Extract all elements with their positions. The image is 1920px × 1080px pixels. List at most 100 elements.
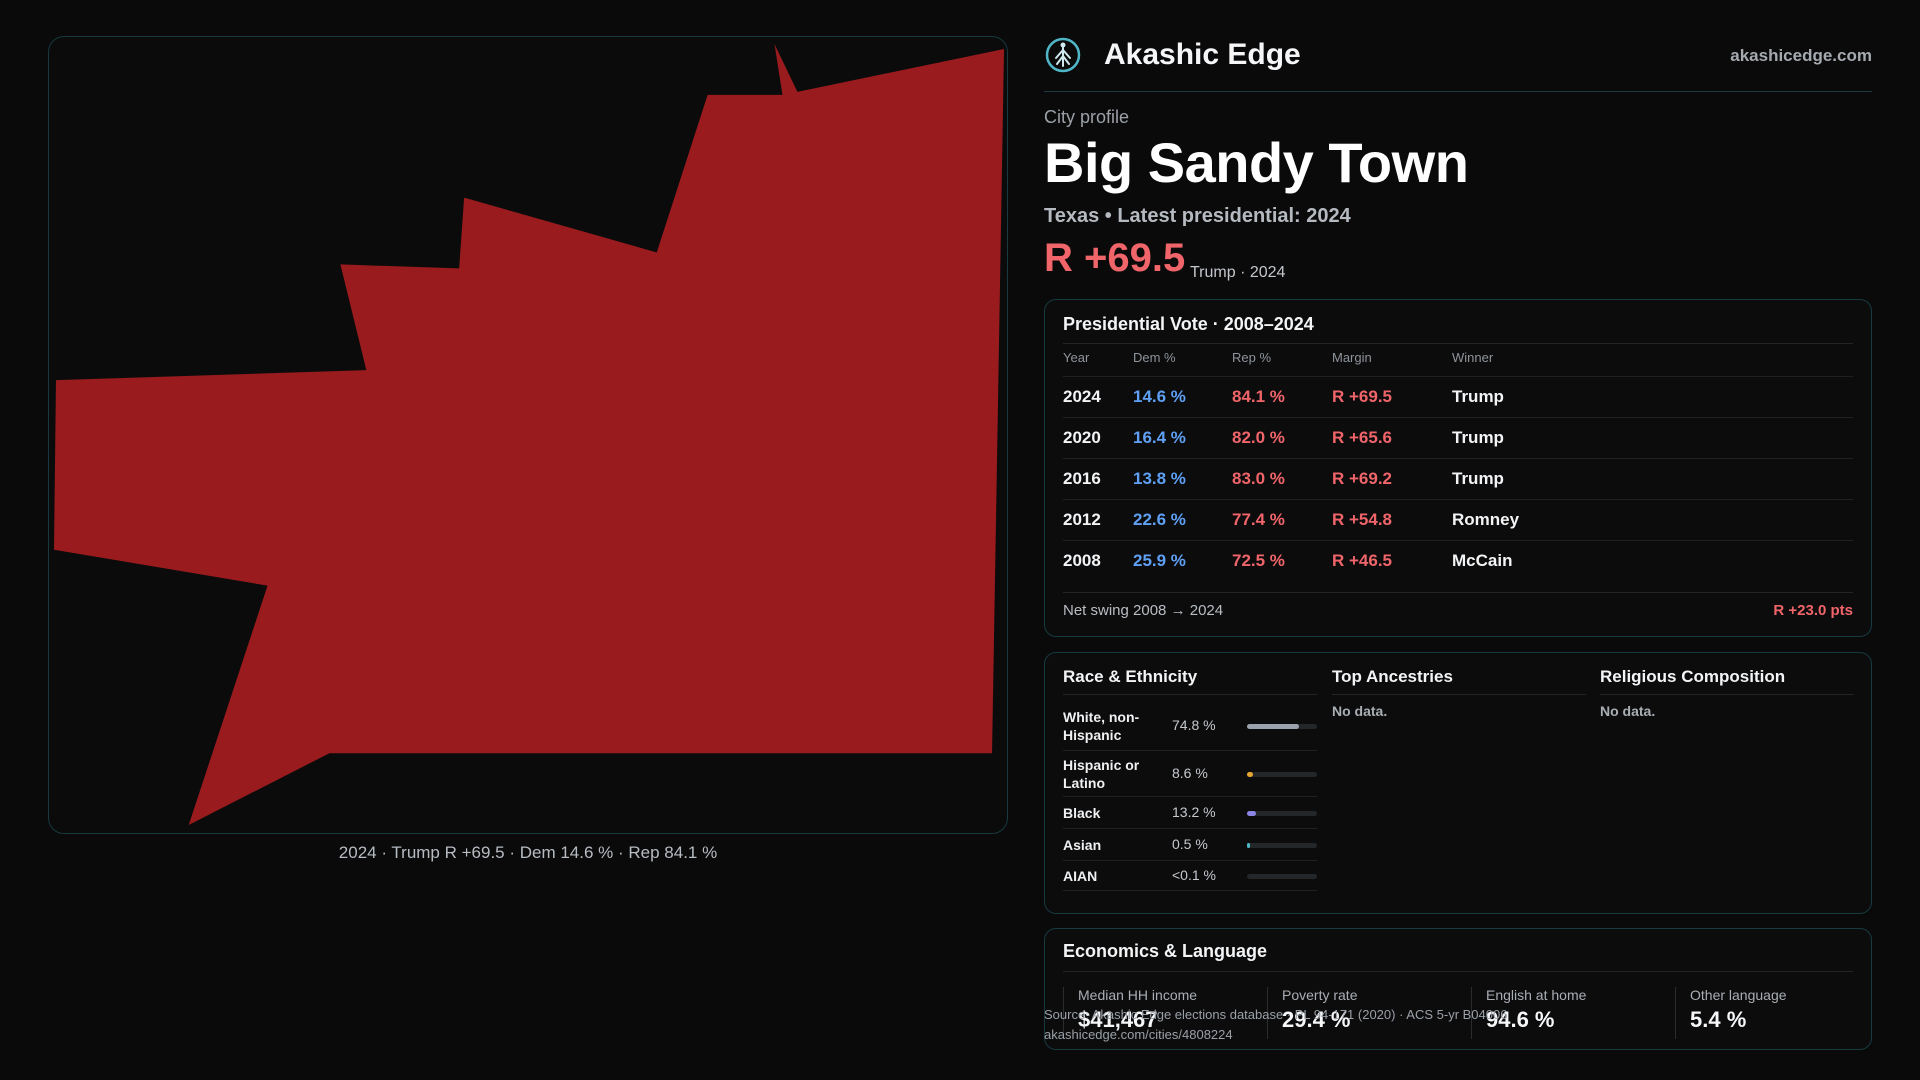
net-swing-value: R +23.0 pts [1773, 602, 1853, 619]
race-row-asian: Asian 0.5 % [1063, 829, 1317, 861]
race-bar-track [1247, 874, 1317, 879]
race-pct: 8.6 % [1172, 765, 1208, 781]
section-title: Race & Ethnicity [1063, 667, 1317, 695]
race-row-aian: AIAN <0.1 % [1063, 861, 1317, 891]
cell-rep: 77.4 % [1232, 510, 1285, 529]
headline-margin-note: Trump · 2024 [1190, 264, 1286, 281]
cell-year: 2024 [1063, 387, 1101, 406]
table-header: Year Dem % Rep % Margin Winner [1045, 350, 1871, 376]
table-row: 2024 14.6 % 84.1 % R +69.5 Trump [1063, 376, 1853, 417]
table-row: 2012 22.6 % 77.4 % R +54.8 Romney [1063, 499, 1853, 540]
stat-label: Median HH income [1078, 987, 1198, 1003]
race-bar-fill [1247, 724, 1300, 729]
race-pct: 74.8 % [1172, 717, 1216, 733]
brand-header: Akashic Edge akashicedge.com [1044, 34, 1872, 92]
stat-value: 29.4 % [1282, 1007, 1351, 1032]
race-bar-fill [1247, 772, 1254, 777]
divider [1063, 971, 1853, 972]
race-pct: 0.5 % [1172, 836, 1208, 852]
source-footer: Source: Akashic Edge elections database … [1044, 1005, 1507, 1045]
race-label: Asian [1063, 837, 1102, 853]
stat-label: English at home [1486, 987, 1587, 1003]
table-row: 2016 13.8 % 83.0 % R +69.2 Trump [1063, 458, 1853, 499]
stat-english-at-home: English at home 94.6 % [1471, 987, 1675, 1039]
race-bar-track [1247, 772, 1317, 777]
stat-value: $41,467 [1078, 1007, 1158, 1032]
source-link[interactable]: akashicedge.com/cities/4808224 [1044, 1027, 1233, 1042]
divider [1063, 343, 1853, 344]
race-bar-fill [1247, 843, 1250, 848]
cell-dem: 13.8 % [1133, 469, 1186, 488]
column-header-year: Year [1063, 350, 1090, 365]
cell-margin: R +46.5 [1332, 551, 1393, 570]
race-label: Hispanic or Latino [1063, 757, 1140, 791]
race-label: AIAN [1063, 868, 1098, 884]
cell-dem: 22.6 % [1133, 510, 1186, 529]
headline-margin: R +69.5 [1044, 236, 1186, 280]
page-title: Big Sandy Town [1044, 131, 1469, 194]
stat-value: 94.6 % [1486, 1007, 1555, 1032]
map-caption: 2024 · Trump R +69.5 · Dem 14.6 % · Rep … [338, 843, 718, 862]
tree-globe-icon [1045, 37, 1081, 73]
empty-state: No data. [1332, 703, 1388, 719]
page-subtitle: Texas • Latest presidential: 2024 [1044, 205, 1351, 227]
column-header-winner: Winner [1452, 350, 1494, 365]
cell-margin: R +69.2 [1332, 469, 1393, 488]
race-bar-track [1247, 843, 1317, 848]
brand-url-link[interactable]: akashicedge.com [1730, 46, 1872, 65]
city-boundary-shape [53, 43, 1005, 826]
net-swing-label: Net swing 2008 → 2024 [1063, 602, 1224, 619]
cell-winner: Trump [1452, 387, 1504, 406]
cell-year: 2012 [1063, 510, 1101, 529]
race-label: White, non-Hispanic [1063, 709, 1140, 743]
city-boundary-map [48, 36, 1008, 834]
cell-winner: Trump [1452, 469, 1504, 488]
race-bar-fill [1247, 811, 1257, 816]
race-row-hispanic: Hispanic or Latino 8.6 % [1063, 751, 1317, 797]
column-header-rep: Rep % [1232, 350, 1272, 365]
race-bar-track [1247, 724, 1317, 729]
cell-year: 2016 [1063, 469, 1101, 488]
economics-card: Economics & Language Median HH income $4… [1044, 928, 1872, 1050]
race-row-black: Black 13.2 % [1063, 797, 1317, 829]
cell-winner: McCain [1452, 551, 1513, 570]
race-ethnicity-section: Race & Ethnicity White, non-Hispanic 74.… [1063, 667, 1317, 891]
table-row: 2020 16.4 % 82.0 % R +65.6 Trump [1063, 417, 1853, 458]
section-title: Religious Composition [1600, 667, 1854, 695]
cell-rep: 82.0 % [1232, 428, 1285, 447]
cell-margin: R +65.6 [1332, 428, 1393, 447]
race-bar-track [1247, 811, 1317, 816]
cell-dem: 25.9 % [1133, 551, 1186, 570]
stat-label: Other language [1690, 987, 1787, 1003]
card-title: Economics & Language [1063, 941, 1268, 961]
cell-year: 2008 [1063, 551, 1101, 570]
cell-rep: 83.0 % [1232, 469, 1285, 488]
cell-dem: 14.6 % [1133, 387, 1186, 406]
source-text: Source: Akashic Edge elections database … [1044, 1007, 1508, 1022]
cell-rep: 72.5 % [1232, 551, 1285, 570]
cell-rep: 84.1 % [1232, 387, 1285, 406]
column-header-margin: Margin [1332, 350, 1372, 365]
table-row: 2008 25.9 % 72.5 % R +46.5 McCain [1063, 540, 1853, 581]
stat-poverty-rate: Poverty rate 29.4 % [1267, 987, 1471, 1039]
cell-margin: R +69.5 [1332, 387, 1393, 406]
page-kicker: City profile [1044, 107, 1130, 127]
cell-winner: Romney [1452, 510, 1520, 529]
boundary-polygon [53, 43, 1005, 826]
profile-panel: Akashic Edge akashicedge.com City profil… [1044, 0, 1872, 1080]
cell-margin: R +54.8 [1332, 510, 1393, 529]
card-title: Presidential Vote · 2008–2024 [1063, 314, 1314, 334]
section-title: Top Ancestries [1332, 667, 1586, 695]
net-swing-row: Net swing 2008 → 2024 R +23.0 pts [1063, 592, 1853, 632]
race-label: Black [1063, 805, 1101, 821]
race-pct: 13.2 % [1172, 804, 1216, 820]
presidential-vote-card: Presidential Vote · 2008–2024 Year Dem %… [1044, 299, 1872, 637]
column-header-dem: Dem % [1133, 350, 1176, 365]
religion-section: Religious Composition No data. [1600, 667, 1854, 719]
demographics-card: Race & Ethnicity White, non-Hispanic 74.… [1044, 652, 1872, 914]
cell-dem: 16.4 % [1133, 428, 1186, 447]
stat-median-income: Median HH income $41,467 [1063, 987, 1267, 1039]
empty-state: No data. [1600, 703, 1656, 719]
cell-winner: Trump [1452, 428, 1504, 447]
race-row-white: White, non-Hispanic 74.8 % [1063, 705, 1317, 751]
